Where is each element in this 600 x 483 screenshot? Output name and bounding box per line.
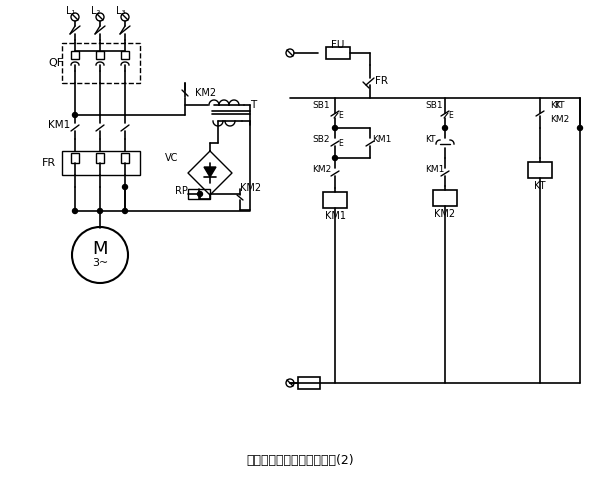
Bar [528, 162, 552, 178]
Bar [188, 189, 210, 199]
Text: KM2: KM2 [240, 183, 261, 193]
Text: KM1: KM1 [325, 211, 346, 221]
Circle shape [98, 209, 103, 213]
Text: KM1: KM1 [48, 120, 70, 130]
Bar [323, 192, 347, 208]
Text: KT: KT [534, 181, 546, 191]
Text: 时间原则能耗制动控制电路(2): 时间原则能耗制动控制电路(2) [246, 455, 354, 468]
Text: RP: RP [175, 186, 188, 196]
Bar [71, 51, 79, 59]
Bar [96, 51, 104, 59]
Text: E: E [338, 139, 343, 147]
Circle shape [197, 191, 203, 197]
Bar [71, 153, 79, 163]
Circle shape [122, 209, 128, 213]
Text: 3~: 3~ [92, 258, 108, 268]
Circle shape [73, 113, 77, 117]
Text: L₂: L₂ [91, 6, 101, 16]
Text: E: E [338, 111, 343, 119]
Text: T: T [250, 100, 256, 110]
Text: FU: FU [331, 40, 344, 50]
Bar [298, 377, 320, 389]
Circle shape [332, 156, 338, 160]
Bar [433, 190, 457, 206]
Text: SB2: SB2 [312, 136, 329, 144]
Text: E: E [448, 111, 453, 119]
Text: KT: KT [550, 101, 560, 111]
Text: KT: KT [425, 136, 436, 144]
Circle shape [577, 126, 583, 130]
Text: FR: FR [42, 158, 56, 168]
Text: SB1: SB1 [312, 101, 329, 111]
Text: M: M [92, 240, 108, 258]
Text: L₁: L₁ [67, 6, 76, 16]
Circle shape [443, 126, 448, 130]
Bar [326, 47, 350, 59]
Circle shape [122, 185, 128, 189]
Text: KM2: KM2 [195, 88, 216, 98]
Text: KM2: KM2 [312, 166, 331, 174]
Text: KM1: KM1 [372, 136, 391, 144]
Bar [62, 43, 140, 83]
Text: KM1: KM1 [425, 166, 445, 174]
Text: L₃: L₃ [116, 6, 126, 16]
Bar [121, 153, 129, 163]
Text: QF: QF [48, 58, 63, 68]
Text: KM2: KM2 [434, 209, 455, 219]
Bar [62, 151, 140, 175]
Text: KT: KT [554, 101, 565, 111]
Bar [121, 51, 129, 59]
Text: KM2: KM2 [550, 115, 569, 125]
Circle shape [73, 209, 77, 213]
Text: FR: FR [375, 76, 388, 86]
Text: SB1: SB1 [425, 101, 443, 111]
Circle shape [332, 126, 338, 130]
Polygon shape [204, 167, 216, 177]
Text: VC: VC [165, 153, 178, 163]
Bar [96, 153, 104, 163]
